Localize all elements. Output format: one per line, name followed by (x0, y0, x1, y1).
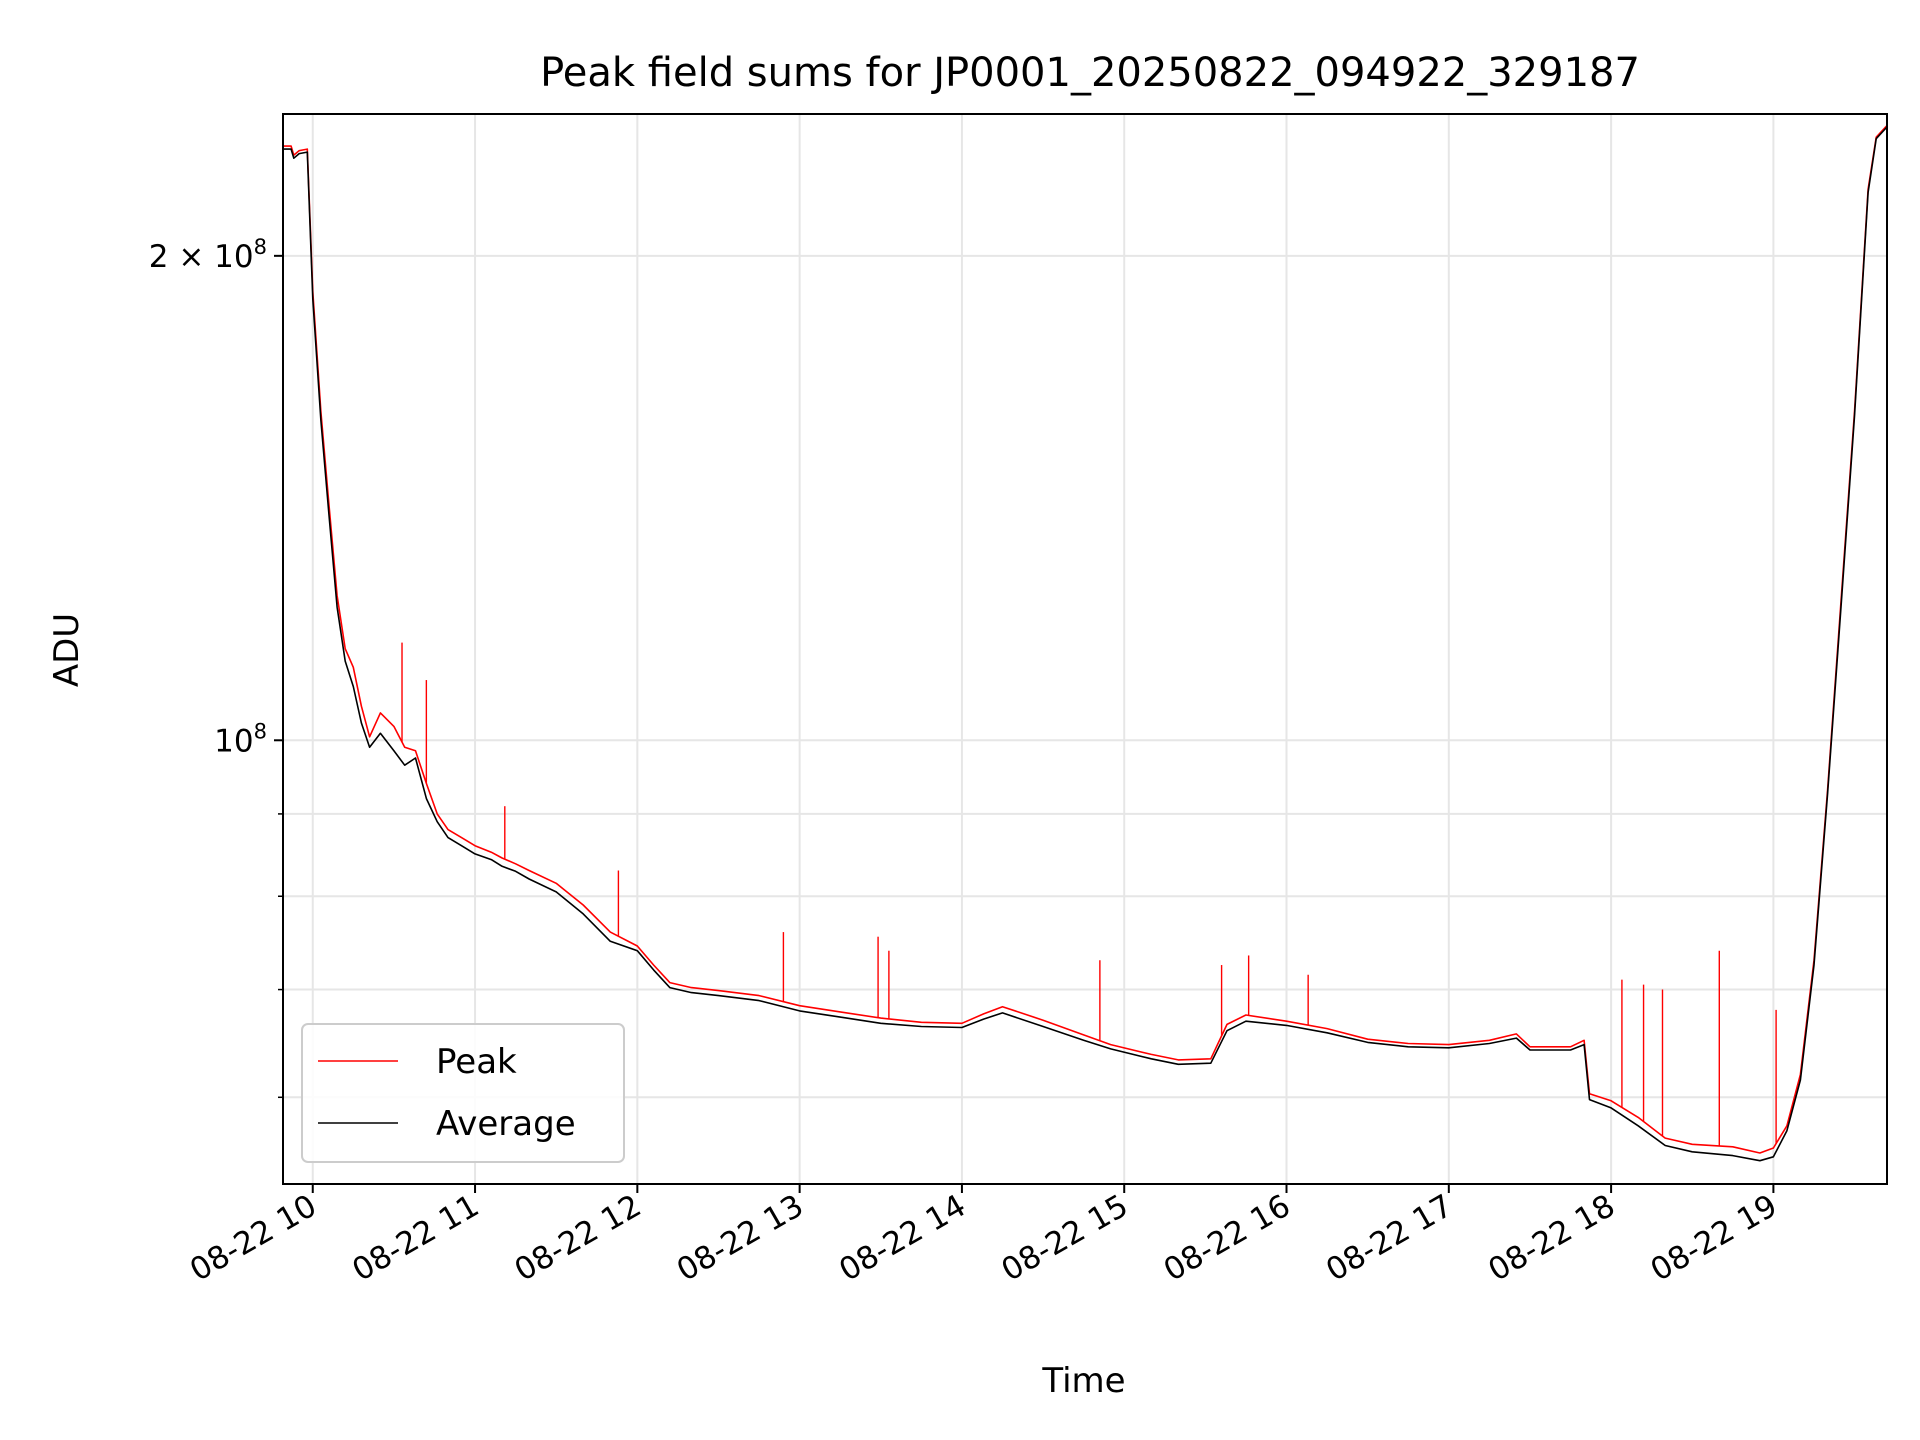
series-layer (283, 124, 1887, 1162)
y-axis: 2 × 108 108 (149, 235, 283, 1099)
legend: Peak Average (301, 1023, 625, 1163)
legend-label-peak: Peak (436, 1042, 517, 1082)
y-tick-label: 108 (214, 719, 267, 759)
series-line-average (283, 126, 1887, 1162)
series-line-peak (283, 124, 1887, 1154)
x-axis-label: Time (1041, 1361, 1125, 1401)
plot-background (283, 114, 1887, 1184)
legend-box (301, 1023, 625, 1163)
plot-area (282, 113, 1888, 1185)
y-tick-label: 2 × 108 (149, 235, 267, 275)
chart-title: Peak field sums for JP0001_20250822_0949… (540, 50, 1640, 96)
legend-label-average: Average (436, 1104, 576, 1144)
plot-frame (282, 113, 1888, 1185)
y-axis-label: ADU (47, 613, 87, 687)
